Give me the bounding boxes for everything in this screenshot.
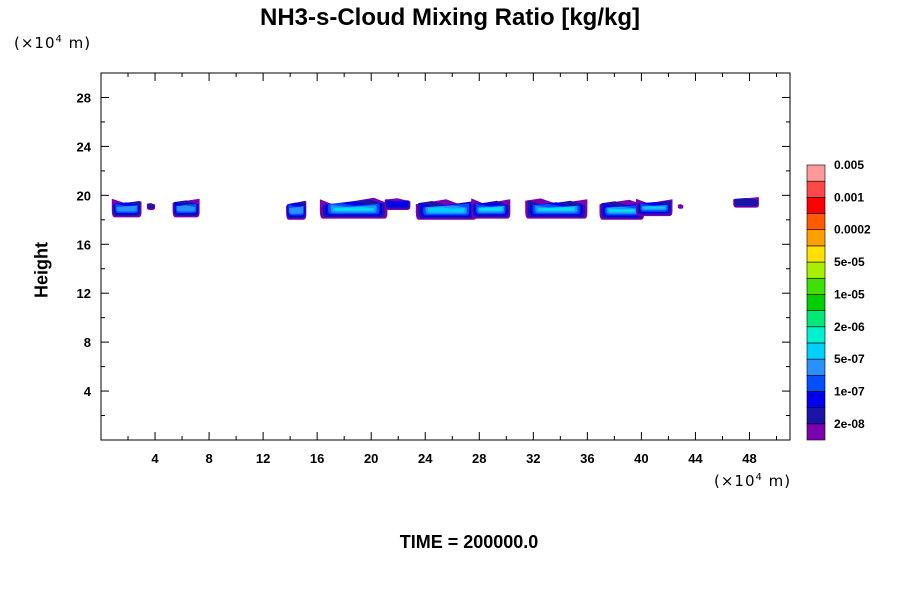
cloud-blob [471, 198, 511, 219]
x-tick-label: 28 [472, 451, 486, 466]
colorbar-swatch [806, 294, 826, 311]
x-unit-base: ×10 [720, 472, 756, 490]
x-tick-label: 40 [634, 451, 648, 466]
x-tick-label: 32 [526, 451, 540, 466]
cloud-blob [599, 199, 645, 220]
y-tick-label: 20 [77, 188, 91, 203]
x-tick-label: 4 [151, 451, 159, 466]
colorbar-swatch [806, 326, 826, 344]
colorbar-swatch [806, 391, 826, 408]
x-tick-label: 44 [688, 451, 703, 466]
colorbar-swatch [806, 261, 826, 279]
cloud-layer [643, 206, 666, 209]
cloud-layer [176, 205, 196, 212]
colorbar-swatch [806, 358, 826, 376]
colorbar-swatch [806, 164, 826, 182]
y-unit-suffix: m [68, 34, 85, 52]
x-tick-label: 8 [205, 451, 212, 466]
y-tick-label: 4 [84, 384, 92, 399]
cloud-layer [147, 203, 155, 209]
cloud-layer [427, 207, 465, 213]
colorbar-swatch [806, 197, 826, 214]
x-tick-label: 24 [418, 451, 433, 466]
colorbar-label: 0.005 [834, 158, 864, 172]
colorbar-label: 0.0002 [834, 223, 871, 237]
plot-frame [100, 72, 791, 441]
time-label: TIME = 200000.0 [399, 532, 539, 552]
y-tick-label: 24 [77, 139, 92, 154]
y-unit-base: ×10 [20, 34, 56, 52]
colorbar-swatch [806, 342, 826, 360]
y-unit-exponent: 4 [55, 34, 63, 45]
colorbar-label: 0.001 [834, 190, 864, 204]
colorbar-label: 1e-07 [834, 384, 865, 398]
cloud-blob [733, 197, 759, 208]
cloud-layer [386, 200, 409, 208]
colorbar-swatch [806, 229, 826, 247]
y-tick-label: 12 [77, 286, 91, 301]
cloud-field [111, 197, 759, 220]
cloud-layer [610, 209, 634, 211]
colorbar-swatch [806, 407, 826, 425]
colorbar-label: 1e-05 [834, 287, 865, 301]
cloud-blob [415, 199, 477, 220]
colorbar-swatch [806, 180, 826, 198]
cloud-blob [111, 198, 142, 218]
x-unit-suffix: m [768, 472, 785, 490]
colorbar-swatch [806, 213, 826, 231]
cloud-layer [289, 206, 304, 214]
cloud-blob [384, 198, 411, 211]
colorbar-swatch [806, 423, 826, 441]
cloud-blob [635, 198, 673, 217]
cloud-layer [480, 208, 501, 210]
cloud-layer [734, 198, 758, 207]
colorbar-swatch [806, 310, 826, 328]
x-tick-label: 12 [256, 451, 270, 466]
x-tick-label: 20 [364, 451, 378, 466]
cloud-layer [116, 205, 137, 212]
colorbar-label: 5e-05 [834, 255, 865, 269]
cloud-layer [540, 208, 573, 210]
x-axis-unit: (×104 m) [714, 472, 792, 490]
x-tick-label: 16 [310, 451, 324, 466]
x-tick-label: 36 [580, 451, 594, 466]
cloud-layer [677, 204, 684, 209]
cloud-blob [525, 198, 588, 219]
colorbar: 2e-08 1e-07 5e-07 2e-06 1e-05 5e-05 0.0002 0.00… [806, 158, 871, 441]
colorbar-swatch [806, 277, 826, 295]
y-axis-unit: (×104 m) [14, 34, 92, 52]
cloud-blob [146, 203, 156, 211]
cloud-blob [677, 204, 684, 209]
x-unit-exponent: 4 [755, 472, 763, 483]
cloud-blob [286, 200, 307, 220]
colorbar-label: 5e-07 [834, 352, 865, 366]
x-tick-label: 48 [742, 451, 756, 466]
cloud-blob [319, 197, 388, 219]
y-tick-label: 8 [84, 335, 91, 350]
cloud-blob [172, 198, 200, 218]
cloud-layer [336, 208, 372, 210]
chart-title: NH3-s-Cloud Mixing Ratio [kg/kg] [260, 4, 640, 31]
colorbar-label: 2e-06 [834, 320, 865, 334]
y-tick-label: 28 [77, 90, 91, 105]
colorbar-label: 2e-08 [834, 417, 865, 431]
y-tick-label: 16 [77, 237, 91, 252]
colorbar-swatch [806, 245, 826, 263]
colorbar-swatch [806, 374, 826, 392]
